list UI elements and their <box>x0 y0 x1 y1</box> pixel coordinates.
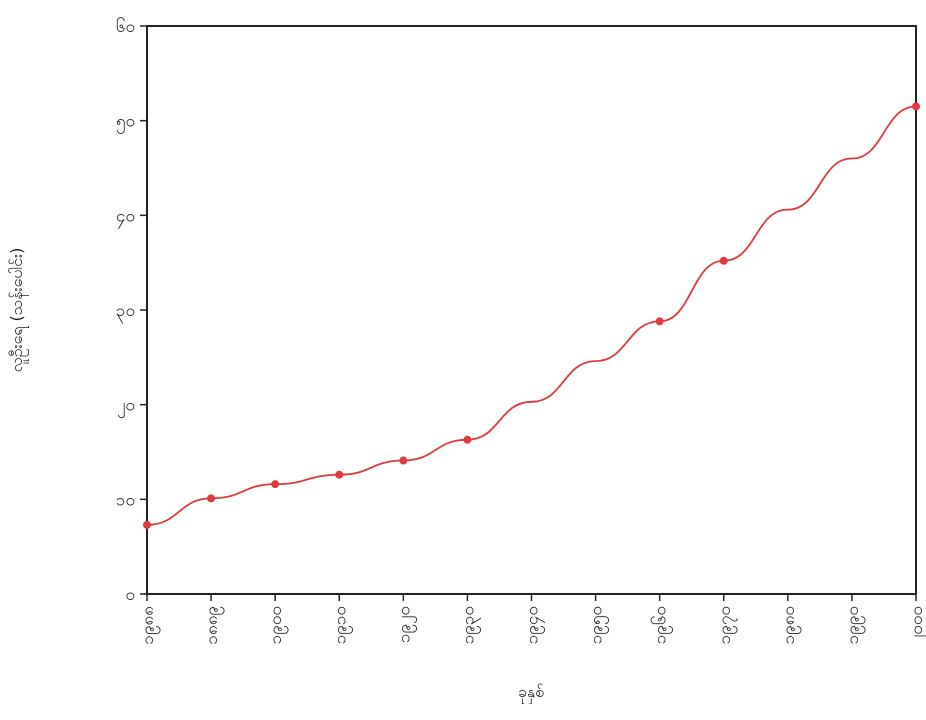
y-axis: ၀ ၁၀ ၂၀ ၃၀ ၄၀ ၅၀ ၆၀ <box>116 16 147 605</box>
y-tick-label: ၆၀ <box>116 16 135 37</box>
x-tick-label: ၁၈၈၉ <box>202 606 225 645</box>
y-tick-label: ၃၀ <box>116 301 135 324</box>
data-point <box>271 480 280 489</box>
y-tick-label: ၀ <box>125 585 135 605</box>
x-tick-label: ၁၉၄၀ <box>523 606 546 644</box>
x-tick-label: ၁၉၆၀ <box>650 606 674 644</box>
data-point <box>655 317 664 326</box>
series-layer <box>143 102 920 529</box>
data-point <box>399 456 408 465</box>
x-axis-title: ခုနှစ် <box>518 682 544 704</box>
y-tick-label: ၅၀ <box>116 112 135 135</box>
x-tick-label: ၁၉၅၀ <box>587 606 610 644</box>
data-point <box>719 256 728 265</box>
data-point <box>912 102 920 111</box>
y-tick-label: ၁၀ <box>116 490 135 510</box>
y-tick-label: ၂၀ <box>117 396 135 419</box>
data-point <box>335 470 344 479</box>
x-tick-label: ၁၉၃၀ <box>458 606 481 644</box>
x-tick-label: ၁၉၈၈ <box>138 606 161 645</box>
y-tick-label: ၄၀ <box>116 206 135 229</box>
x-tick-label: ၁၉၂၀ <box>394 606 417 643</box>
x-tick-label: ၁၉၇၀ <box>715 606 738 644</box>
x-tick-label: ၂၀၀၀ <box>907 606 926 643</box>
series-line <box>146 105 917 526</box>
data-point <box>207 494 216 503</box>
plot-frame <box>146 25 917 595</box>
x-tick-label: ၁၉၀၀ <box>266 606 289 644</box>
x-tick-label: ၁၉၁၀ <box>330 606 353 644</box>
data-point <box>463 435 472 444</box>
x-tick-label: ၁၉၉၀ <box>843 606 866 644</box>
x-axis: ၁၉၈၈ ၁၈၈၉ ၁၉၀၀ ၁၉၁၀ ၁၉၂၀ ၁၉၃၀ ၁၉၄၀ ၁၉၅၀ ၁၉၆၀ ၁၉၇၀… <box>138 594 926 645</box>
y-axis-title: လူဦးရေ (သန်းပေါင်း) <box>7 248 29 373</box>
data-point <box>143 520 151 529</box>
x-tick-label: ၁၉၈၀ <box>779 606 802 644</box>
